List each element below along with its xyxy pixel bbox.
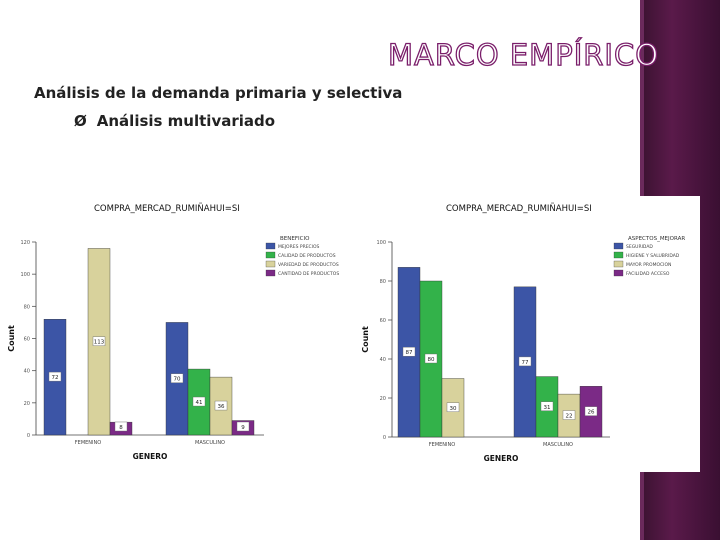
bullet-item: Ø Análisis multivariado	[74, 112, 275, 130]
y-tick-label: 100	[376, 240, 386, 246]
legend-item: MAYOR PROMOCION	[626, 262, 671, 268]
legend-swatch	[265, 260, 276, 268]
data-label-box	[446, 402, 460, 412]
data-label: 80	[428, 357, 435, 363]
data-label-box	[402, 346, 416, 357]
slide-title: MARCO EMPÍRICO	[387, 37, 660, 72]
slide-subtitle: Análisis de la demanda primaria y select…	[34, 84, 403, 102]
x-tick-label: MASCULINO	[543, 442, 573, 448]
y-tick-label: 0	[383, 435, 386, 441]
chart-right-panel: COMPRA_MERCAD_RUMIÑAHUI=SI 0 20 40 60 80 100 Co…	[358, 196, 700, 472]
data-label: 30	[450, 406, 457, 412]
y-tick-label: 80	[24, 304, 30, 310]
legend-title: ASPECTOS_MEJORAR	[628, 236, 685, 242]
data-label-box	[518, 356, 532, 367]
chart-title: COMPRA_MERCAD_RUMIÑAHUI=SI	[94, 203, 240, 214]
legend-item: FACILIDAD ACCESO	[626, 271, 670, 277]
bullet-text: Análisis multivariado	[96, 112, 276, 130]
legend-swatch	[265, 269, 276, 277]
x-axis-label: GENERO	[484, 454, 519, 463]
legend-item: CALIDAD DE PRODUCTOS	[278, 253, 336, 259]
y-axis-label: Count	[7, 325, 16, 352]
legend-swatch	[613, 260, 624, 268]
legend-item: SEGURIDAD	[626, 244, 653, 250]
data-label: 31	[544, 405, 551, 411]
legend-item: MEJORES PRECIOS	[278, 244, 320, 250]
data-label-box	[214, 400, 228, 411]
data-label: 41	[196, 400, 203, 406]
legend-swatch	[613, 251, 624, 259]
legend-swatch	[613, 242, 624, 250]
chart-beneficio: COMPRA_MERCAD_RUMIÑAHUI=SI 0 20 40 60 80 100 12…	[7, 203, 339, 461]
y-tick-label: 0	[27, 433, 30, 439]
data-label: 22	[566, 414, 573, 420]
y-tick-label: 80	[380, 279, 386, 285]
data-label: 8	[119, 425, 123, 431]
legend-swatch	[265, 251, 276, 259]
x-tick-label: FEMENINO	[429, 442, 455, 448]
data-label-box	[48, 371, 62, 382]
data-label: 87	[406, 350, 413, 356]
data-label-box	[92, 336, 106, 346]
y-tick-label: 60	[380, 318, 386, 324]
data-label-box	[540, 401, 554, 411]
y-tick-label: 40	[24, 369, 30, 375]
legend-title: BENEFICIO	[280, 236, 310, 242]
legend-swatch	[265, 242, 276, 250]
x-tick-label: MASCULINO	[195, 440, 225, 446]
data-label-box	[114, 421, 128, 432]
data-label: 113	[94, 340, 105, 346]
data-label-box	[562, 410, 576, 420]
chart-title: COMPRA_MERCAD_RUMIÑAHUI=SI	[446, 203, 592, 214]
y-tick-label: 100	[20, 272, 30, 278]
legend-swatch	[613, 269, 624, 277]
data-label: 72	[52, 375, 59, 381]
data-label-box	[236, 421, 250, 432]
y-tick-label: 60	[24, 337, 30, 343]
data-label-box	[424, 353, 438, 364]
data-label: 26	[588, 410, 595, 416]
y-axis-label: Count	[361, 326, 370, 353]
y-tick-label: 40	[380, 357, 386, 363]
chart-left-panel: COMPRA_MERCAD_RUMIÑAHUI=SI 0 20 40 60 80 100 12…	[4, 196, 360, 468]
y-tick-label: 20	[24, 401, 30, 407]
y-tick-label: 20	[380, 396, 386, 402]
data-label: 36	[218, 404, 225, 410]
chart-aspectos-mejorar: COMPRA_MERCAD_RUMIÑAHUI=SI 0 20 40 60 80 100 Co…	[361, 203, 685, 463]
legend-item: CANTIDAD DE PRODUCTOS	[278, 271, 339, 277]
x-tick-label: FEMENINO	[75, 440, 101, 446]
arrow-bullet-icon: Ø	[74, 112, 87, 130]
data-label-box	[170, 373, 184, 383]
y-tick-label: 120	[20, 240, 30, 246]
data-label: 77	[522, 360, 529, 366]
data-label: 70	[174, 377, 181, 383]
legend-item: VARIEDAD DE PRODUCTOS	[278, 262, 339, 268]
legend-item: HIGIENE Y SALUBRIDAD	[626, 253, 680, 259]
data-label-box	[584, 406, 598, 416]
data-label: 9	[241, 425, 245, 431]
data-label-box	[192, 396, 206, 407]
x-axis-label: GENERO	[133, 452, 168, 461]
